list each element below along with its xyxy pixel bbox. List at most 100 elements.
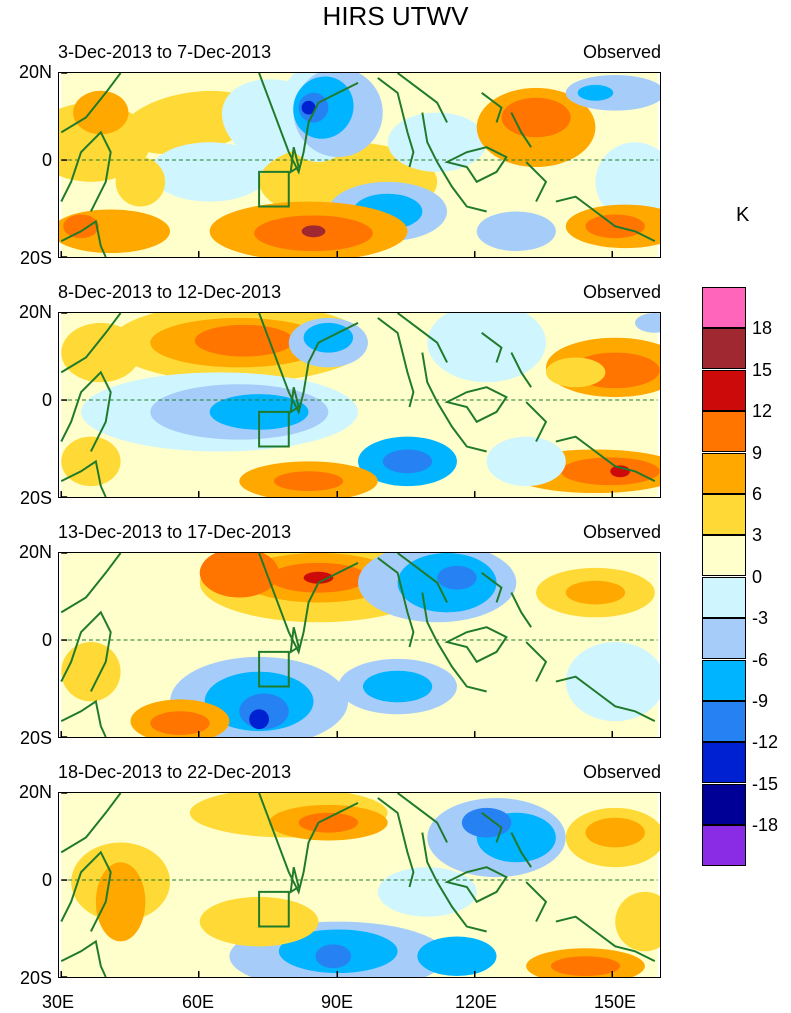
anomaly-region [150, 711, 210, 736]
anomaly-map [58, 792, 661, 978]
colorbar-label: -15 [752, 773, 779, 794]
colorbar-swatch [702, 783, 746, 825]
colorbar-label: -9 [752, 691, 769, 711]
colorbar [702, 287, 746, 867]
anomaly-region [437, 565, 477, 590]
lat-label: 20S [19, 968, 52, 988]
panel-source-label: Observed [582, 282, 661, 302]
lat-label: 20S [19, 728, 52, 748]
anomaly-region [417, 936, 497, 977]
analysis-box [258, 650, 290, 688]
anomaly-region [95, 862, 146, 942]
colorbar-swatch [702, 369, 746, 411]
anomaly-region [249, 709, 269, 730]
colorbar-label: 15 [752, 359, 773, 380]
colorbar-swatch [702, 618, 746, 660]
colorbar-unit: K [736, 204, 750, 226]
lon-label: 60E [181, 992, 215, 1012]
anomaly-region [301, 100, 316, 115]
anomaly-region [382, 449, 433, 474]
anomaly-region [315, 944, 352, 969]
colorbar-swatch [702, 576, 746, 618]
colorbar-label: 3 [752, 525, 763, 546]
panel-period-label: 13-Dec-2013 to 17-Dec-2013 [58, 522, 292, 542]
colorbar-swatch [702, 535, 746, 577]
anomaly-region [461, 807, 512, 838]
panel-source-label: Observed [582, 522, 661, 542]
anomaly-region [565, 580, 626, 605]
colorbar-swatch [702, 411, 746, 453]
lat-label: 0 [41, 150, 52, 170]
anomaly-region [61, 436, 121, 487]
anomaly-region [545, 357, 606, 388]
map-panel-1 [58, 72, 661, 258]
lat-label: 20N [18, 782, 52, 802]
anomaly-region [595, 142, 660, 222]
analysis-box [258, 890, 290, 928]
lat-label: 0 [41, 390, 52, 410]
colorbar-swatch [702, 328, 746, 370]
lat-label: 20N [18, 62, 52, 82]
map-panel-2 [58, 312, 661, 498]
colorbar-swatch [702, 452, 746, 494]
colorbar-label: 9 [752, 442, 763, 463]
colorbar-label: 0 [752, 566, 763, 587]
analysis-box [258, 170, 290, 208]
colorbar-swatch [702, 659, 746, 701]
figure-title: HIRS UTWV [322, 1, 469, 31]
anomaly-region [615, 891, 660, 952]
coastline [60, 553, 656, 737]
coastline [60, 793, 656, 977]
anomaly-map [58, 552, 661, 738]
anomaly-region [61, 322, 141, 383]
lat-label: 20N [18, 302, 52, 322]
lon-label: 150E [593, 992, 637, 1012]
lon-label: 120E [454, 992, 498, 1012]
panel-period-label: 3-Dec-2013 to 7-Dec-2013 [58, 42, 272, 62]
colorbar-label: -18 [752, 815, 779, 836]
lat-label: 0 [41, 630, 52, 650]
anomaly-region [63, 214, 99, 239]
colorbar-label: -12 [752, 732, 779, 753]
anomaly-region [577, 84, 614, 101]
colorbar-swatch [702, 825, 746, 867]
anomaly-region [199, 553, 279, 598]
anomaly-region [301, 225, 326, 238]
anomaly-region [635, 313, 660, 333]
panel-period-label: 8-Dec-2013 to 12-Dec-2013 [58, 282, 282, 302]
anomaly-region [303, 571, 334, 584]
analysis-box [258, 410, 290, 448]
anomaly-region [150, 142, 269, 202]
panel-source-label: Observed [582, 42, 661, 62]
map-panel-4 [58, 792, 661, 978]
anomaly-region [501, 97, 571, 138]
anomaly-region [273, 471, 344, 492]
lat-label: 20N [18, 542, 52, 562]
anomaly-region [194, 324, 294, 357]
lat-label: 20S [19, 488, 52, 508]
panel-period-label: 18-Dec-2013 to 22-Dec-2013 [58, 762, 292, 782]
colorbar-label: -3 [752, 608, 769, 629]
colorbar-swatch [702, 701, 746, 742]
lat-label: 0 [41, 870, 52, 890]
colorbar-label: 12 [752, 401, 773, 422]
lon-label: 30E [41, 992, 75, 1012]
anomaly-region [427, 313, 546, 383]
colorbar-label: 18 [752, 318, 773, 339]
lon-label: 90E [320, 992, 354, 1012]
anomaly-region [73, 90, 129, 135]
anomaly-region [486, 436, 566, 487]
coastline [60, 73, 656, 257]
colorbar-label: -6 [752, 649, 769, 670]
anomaly-region [115, 157, 166, 207]
anomaly-region [362, 670, 433, 703]
colorbar-label: 6 [752, 484, 763, 504]
anomaly-region [585, 817, 645, 848]
colorbar-swatch [702, 494, 746, 535]
map-panel-3 [58, 552, 661, 738]
anomaly-region [298, 812, 359, 833]
anomaly-map [58, 312, 661, 498]
colorbar-swatch [702, 287, 746, 328]
colorbar-swatch [702, 742, 746, 784]
lat-label: 20S [19, 248, 52, 268]
